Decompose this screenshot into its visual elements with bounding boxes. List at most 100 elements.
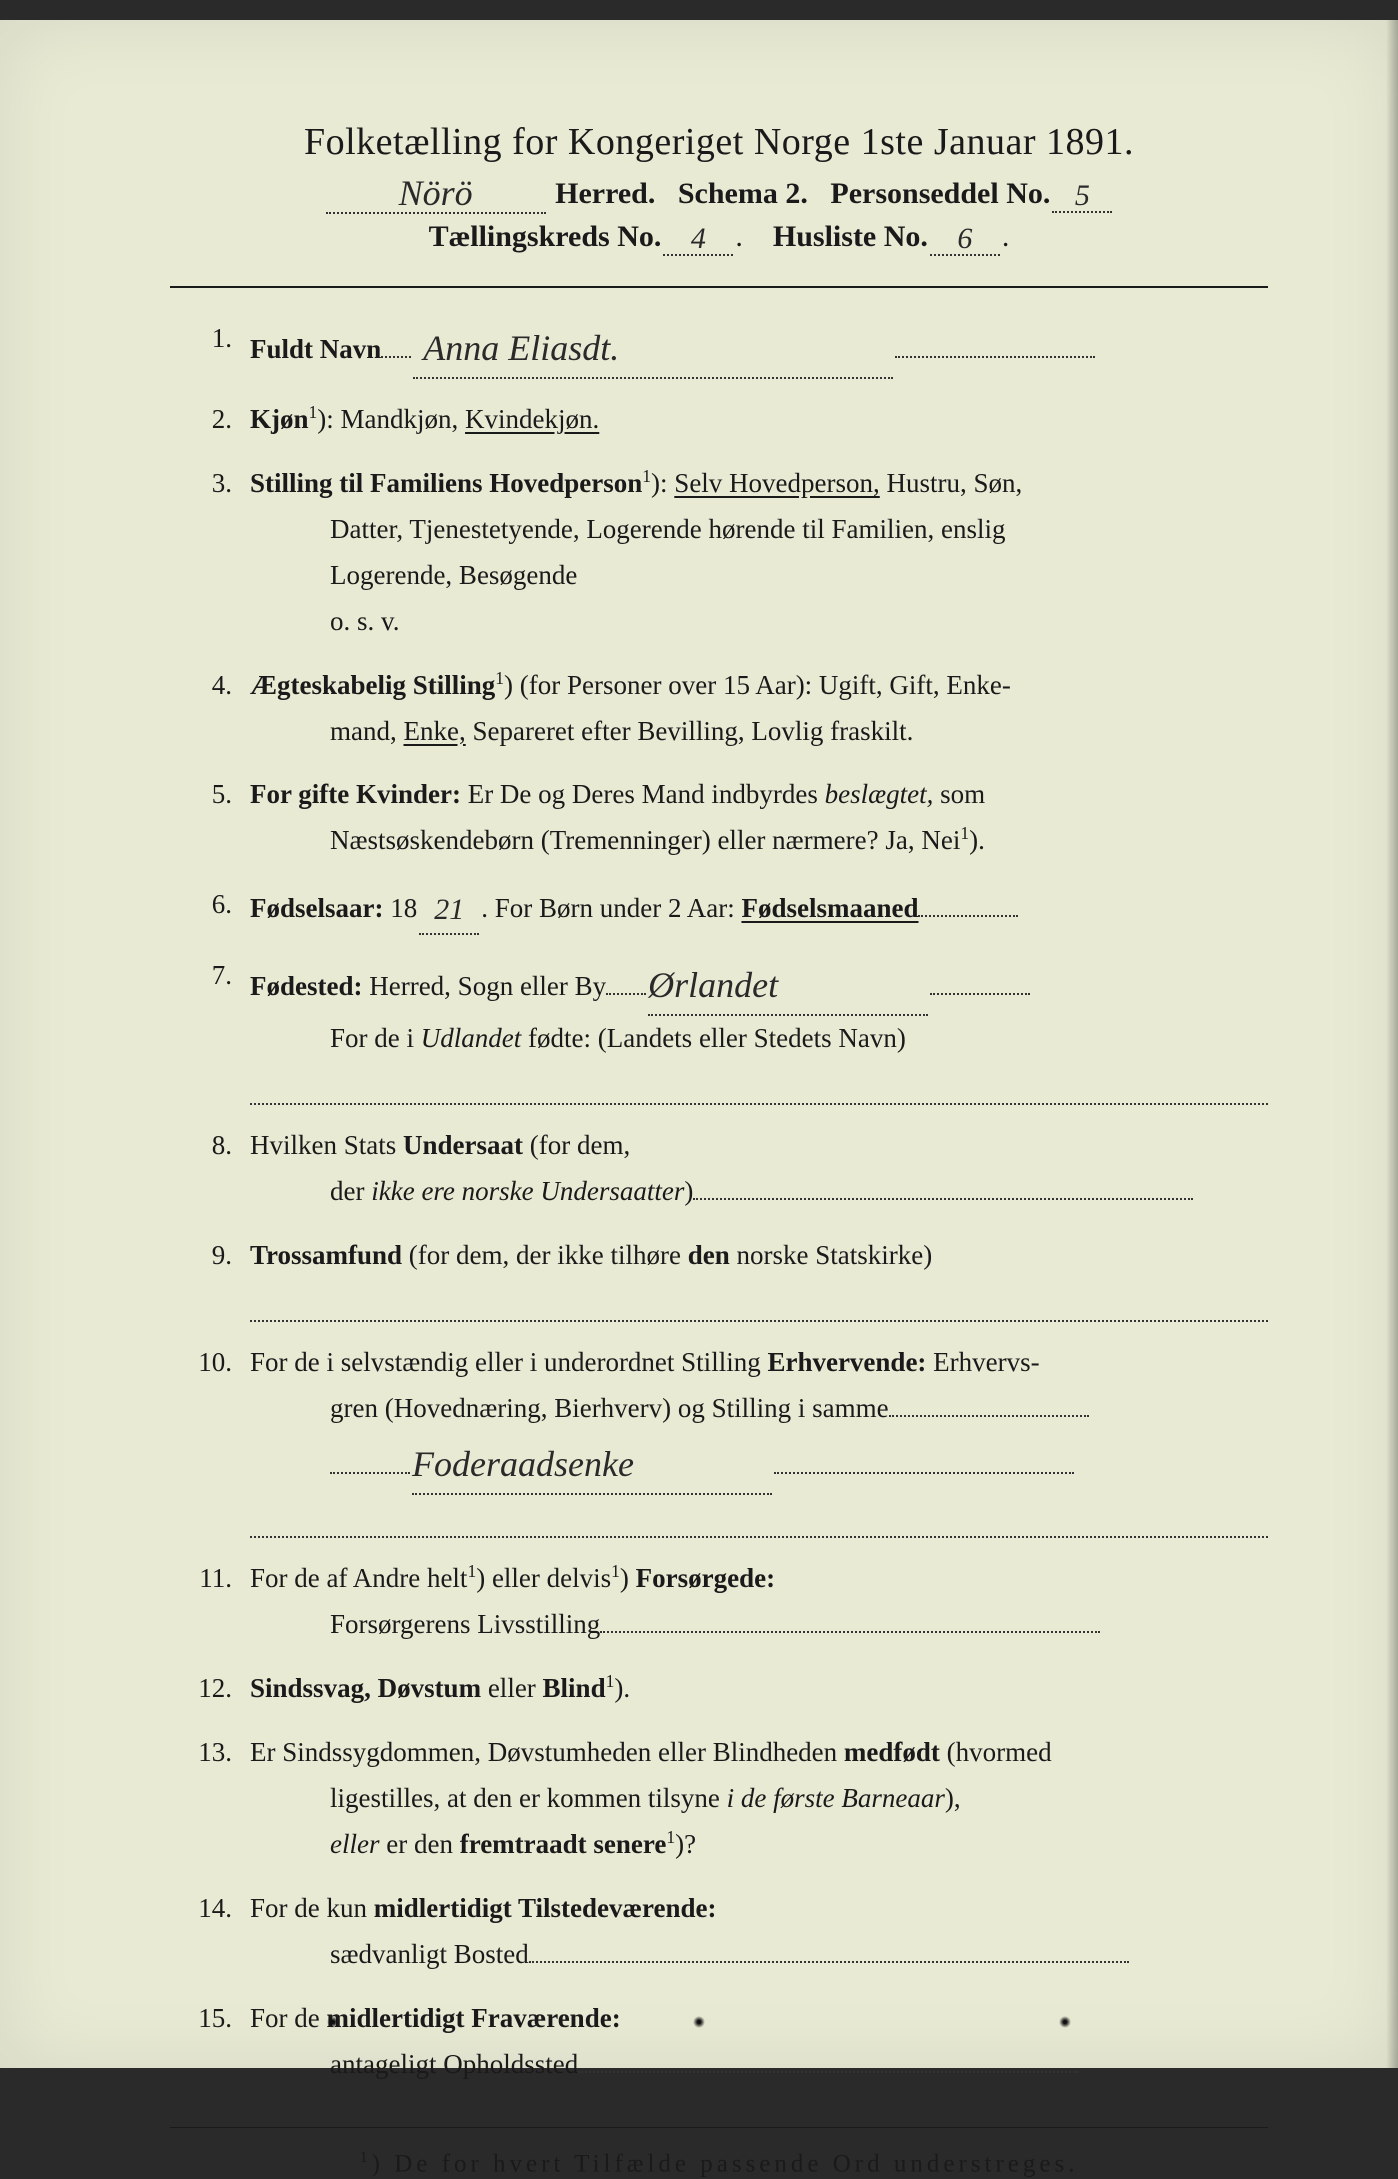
item-2: 2. Kjøn1): Mandkjøn, Kvindekjøn. xyxy=(190,397,1268,443)
sup: 1 xyxy=(611,1561,620,1581)
text: ) (for Personer over 15 Aar): Ugift, Gif… xyxy=(504,670,1011,700)
item-num-10: 10. xyxy=(190,1340,250,1538)
item-num-15: 15. xyxy=(190,1996,250,2088)
pinhole-icon xyxy=(327,2016,339,2028)
text: fødte: (Landets eller Stedets Navn) xyxy=(521,1023,906,1053)
text: For de i xyxy=(330,1023,421,1053)
item-num-1: 1. xyxy=(190,316,250,379)
footnote: 1) De for hvert Tilfælde passende Ord un… xyxy=(170,2148,1268,2178)
pinholes xyxy=(0,2016,1398,2028)
pinhole-icon xyxy=(693,2016,705,2028)
item-1: 1. Fuldt Navn Anna Eliasdt. xyxy=(190,316,1268,379)
item-body-1: Fuldt Navn Anna Eliasdt. xyxy=(250,316,1268,379)
text-italic: eller xyxy=(330,1829,379,1859)
personseddel-label: Personseddel No. xyxy=(830,177,1050,210)
item-body-15: For de midlertidigt Fraværende: antageli… xyxy=(250,1996,1268,2088)
line: mand, Enke, Separeret efter Bevilling, L… xyxy=(250,709,1268,755)
herred-label: Herred. xyxy=(555,177,655,210)
item-13: 13. Er Sindssygdommen, Døvstumheden elle… xyxy=(190,1730,1268,1868)
footnote-sup: 1 xyxy=(360,2148,372,2166)
text: Hvilken Stats xyxy=(250,1130,403,1160)
text: For de kun xyxy=(250,1893,374,1923)
sup: 1 xyxy=(467,1561,476,1581)
item-body-5: For gifte Kvinder: Er De og Deres Mand i… xyxy=(250,772,1268,864)
item-body-3: Stilling til Familiens Hovedperson1): Se… xyxy=(250,461,1268,645)
item-body-6: Fødselsaar: 1821. For Børn under 2 Aar: … xyxy=(250,882,1268,935)
fremtraadt-label: fremtraadt senere xyxy=(460,1829,667,1859)
line: Forsørgerens Livsstilling xyxy=(250,1602,1268,1648)
item-num-11: 11. xyxy=(190,1556,250,1648)
text: Forsørgerens Livsstilling xyxy=(330,1609,600,1639)
item-num-12: 12. xyxy=(190,1666,250,1712)
item-4: 4. Ægteskabelig Stilling1) (for Personer… xyxy=(190,663,1268,755)
item-num-9: 9. xyxy=(190,1233,250,1322)
tilstedevaerende-label: midlertidigt Tilstedeværende: xyxy=(374,1893,717,1923)
opt-mandkjon: Mandkjøn, xyxy=(341,404,459,434)
fuldt-navn-value: Anna Eliasdt. xyxy=(423,318,619,379)
text: ligestilles, at den er kommen tilsyne xyxy=(330,1783,727,1813)
sup: 1 xyxy=(960,823,969,843)
item-15: 15. For de midlertidigt Fraværende: anta… xyxy=(190,1996,1268,2088)
item-body-8: Hvilken Stats Undersaat (for dem, der ik… xyxy=(250,1123,1268,1215)
opt-selv-hovedperson-selected: Selv Hovedperson, xyxy=(674,468,879,498)
text: ) xyxy=(684,1176,693,1206)
line: eller er den fremtraadt senere1)? xyxy=(250,1822,1268,1868)
text: For de i selvstændig eller i underordnet… xyxy=(250,1347,767,1377)
item-body-7: Fødested: Herred, Sogn eller ByØrlandet … xyxy=(250,953,1268,1105)
fodselsaar-label: Fødselsaar: xyxy=(250,893,383,923)
item-7: 7. Fødested: Herred, Sogn eller ByØrland… xyxy=(190,953,1268,1105)
year-prefix: 18 xyxy=(383,893,417,923)
sup: 1 xyxy=(642,466,651,486)
husliste-field: 6 xyxy=(930,220,1000,256)
item-8: 8. Hvilken Stats Undersaat (for dem, der… xyxy=(190,1123,1268,1215)
year-value: 21 xyxy=(434,884,464,935)
text: norske Statskirke) xyxy=(730,1240,932,1270)
text: ). xyxy=(614,1673,630,1703)
colon: ): xyxy=(651,468,668,498)
blank-line xyxy=(250,1062,1268,1105)
footnote-text: ) De for hvert Tilfælde passende Ord und… xyxy=(372,2151,1079,2178)
pinhole-icon xyxy=(1059,2016,1071,2028)
item-num-6: 6. xyxy=(190,882,250,935)
personseddel-field: 5 xyxy=(1052,177,1112,213)
item-10: 10. For de i selvstændig eller i underor… xyxy=(190,1340,1268,1538)
line: For de i Udlandet fødte: (Landets eller … xyxy=(250,1016,1268,1062)
erhverv-value-wrap: Foderaadsenke xyxy=(412,1432,772,1495)
herred-value: Nörö xyxy=(399,172,473,214)
item-num-5: 5. xyxy=(190,772,250,864)
personseddel-value: 5 xyxy=(1075,179,1090,213)
divider-bottom xyxy=(170,2127,1268,2128)
item-body-11: For de af Andre helt1) eller delvis1) Fo… xyxy=(250,1556,1268,1648)
erhverv-field: Foderaadsenke xyxy=(250,1432,1268,1495)
undersaat-label: Undersaat xyxy=(403,1130,523,1160)
item-num-13: 13. xyxy=(190,1730,250,1868)
item-12: 12. Sindssvag, Døvstum eller Blind1). xyxy=(190,1666,1268,1712)
item-body-10: For de i selvstændig eller i underordnet… xyxy=(250,1340,1268,1538)
item-body-14: For de kun midlertidigt Tilstedeværende:… xyxy=(250,1886,1268,1978)
taellingskreds-value: 4 xyxy=(691,222,706,256)
item-body-2: Kjøn1): Mandkjøn, Kvindekjøn. xyxy=(250,397,1268,443)
forsorgede-label: Forsørgede: xyxy=(636,1563,775,1593)
header-line-2: Nörö Herred. Schema 2. Personseddel No.5 xyxy=(170,170,1268,214)
item-body-13: Er Sindssygdommen, Døvstumheden eller Bl… xyxy=(250,1730,1268,1868)
text-bold: den xyxy=(688,1240,730,1270)
text: Separeret efter Bevilling, Lovlig fraski… xyxy=(466,716,914,746)
text: For de af Andre helt xyxy=(250,1563,467,1593)
text: ). xyxy=(969,825,985,855)
item-6: 6. Fødselsaar: 1821. For Børn under 2 Aa… xyxy=(190,882,1268,935)
divider-top xyxy=(170,286,1268,288)
item-num-4: 4. xyxy=(190,663,250,755)
taellingskreds-field: 4 xyxy=(663,220,733,256)
fuldt-navn-label: Fuldt Navn xyxy=(250,334,381,364)
text: Herred, Sogn eller By xyxy=(362,971,606,1001)
text: ) eller delvis xyxy=(476,1563,611,1593)
aegteskab-label: Ægteskabelig Stilling xyxy=(250,670,495,700)
item-9: 9. Trossamfund (for dem, der ikke tilhør… xyxy=(190,1233,1268,1322)
text: )? xyxy=(675,1829,696,1859)
text: er den xyxy=(379,1829,459,1859)
husliste-label: Husliste No. xyxy=(773,220,928,253)
text: ) xyxy=(620,1563,636,1593)
text: (for dem, xyxy=(523,1130,630,1160)
text-italic: Udlandet xyxy=(421,1023,522,1053)
line: gren (Hovednæring, Bierhverv) og Stillin… xyxy=(250,1386,1268,1432)
